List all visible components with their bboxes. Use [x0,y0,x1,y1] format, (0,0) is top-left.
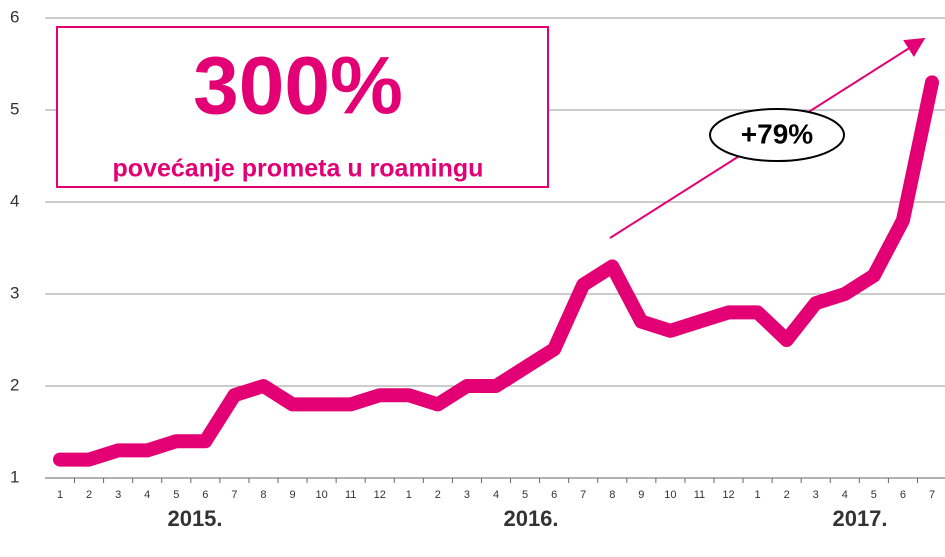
annotation: +79% [741,118,813,149]
x-tick-label: 12 [722,489,734,501]
x-tick-label: 2 [784,489,790,501]
x-tick-label: 9 [638,489,644,501]
x-tick-label: 9 [289,489,295,501]
x-tick-label: 6 [202,489,208,501]
x-tick-label: 1 [755,489,761,501]
x-tick-label: 6 [551,489,557,501]
y-tick-label: 4 [10,191,19,210]
year-label: 2016. [503,506,558,531]
x-tick-label: 4 [144,489,150,501]
x-tick-label: 10 [315,489,327,501]
x-tick-label: 7 [929,489,935,501]
x-tick-label: 7 [580,489,586,501]
x-tick-label: 4 [842,489,848,501]
data-line [53,75,939,467]
x-tick-label: 5 [871,489,877,501]
x-tick-label: 6 [900,489,906,501]
x-tick-label: 3 [115,489,121,501]
annotation-ellipse [709,108,845,162]
year-label: 2017. [832,506,887,531]
x-tick-label: 1 [406,489,412,501]
x-tick-label: 5 [522,489,528,501]
x-tick-label: 11 [694,489,705,501]
x-tick-label: 1 [57,489,63,501]
y-tick-label: 2 [10,375,19,394]
subtitle: povećanje prometa u roamingu [113,155,484,183]
year-label: 2015. [167,506,222,531]
x-tick-label: 2 [435,489,441,501]
x-tick-label: 7 [231,489,237,501]
x-tick-label: 3 [464,489,470,501]
x-tick-label: 3 [813,489,819,501]
x-tick-label: 8 [260,489,266,501]
y-tick-label: 6 [10,7,19,26]
x-tick-label: 2 [86,489,92,501]
y-tick-label: 5 [10,99,19,118]
x-tick-label: 5 [173,489,179,501]
headline: 300% [193,41,403,132]
x-tick-label: 4 [493,489,499,501]
x-tick-label: 12 [374,489,386,501]
x-tick-label: 8 [609,489,615,501]
x-tick-label: 11 [345,489,356,501]
y-tick-label: 3 [10,283,19,302]
x-tick-label: 10 [664,489,676,501]
y-tick-label: 1 [10,467,19,486]
headline-box [56,26,549,188]
